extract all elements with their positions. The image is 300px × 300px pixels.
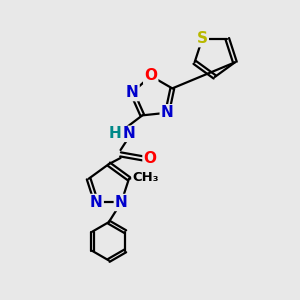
Text: N: N <box>90 195 103 210</box>
Text: N: N <box>126 85 139 100</box>
Text: S: S <box>197 31 208 46</box>
Text: O: O <box>144 68 157 83</box>
Text: N: N <box>115 195 128 210</box>
Text: H: H <box>109 126 122 141</box>
Text: CH₃: CH₃ <box>132 171 158 184</box>
Text: O: O <box>143 151 157 166</box>
Text: N: N <box>122 126 135 141</box>
Text: N: N <box>161 105 173 120</box>
